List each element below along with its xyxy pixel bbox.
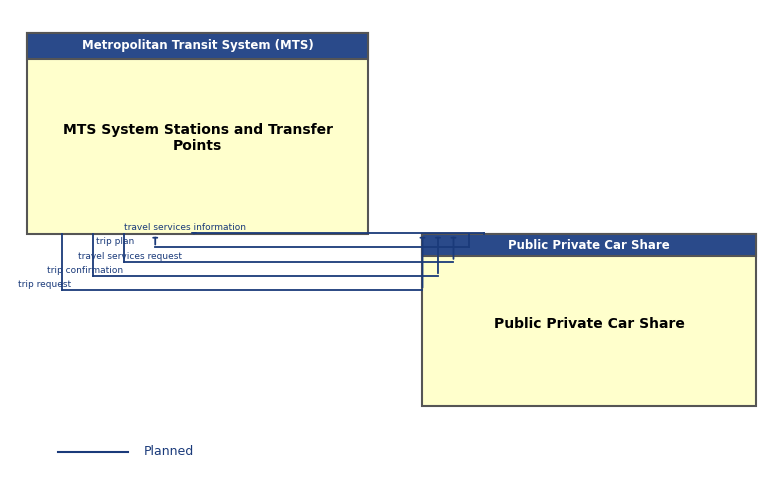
Text: MTS System Stations and Transfer
Points: MTS System Stations and Transfer Points: [63, 123, 333, 153]
Bar: [27, 33, 368, 234]
Bar: [423, 234, 756, 256]
Text: trip plan: trip plan: [96, 237, 134, 246]
Bar: [27, 33, 368, 59]
Text: Metropolitan Transit System (MTS): Metropolitan Transit System (MTS): [82, 39, 314, 53]
Bar: [423, 234, 756, 406]
Bar: [27, 33, 368, 59]
Bar: [423, 234, 756, 256]
Text: travel services request: travel services request: [78, 252, 182, 261]
Text: travel services information: travel services information: [124, 223, 246, 232]
Text: Public Private Car Share: Public Private Car Share: [493, 317, 684, 331]
Text: Planned: Planned: [143, 445, 194, 458]
Text: Public Private Car Share: Public Private Car Share: [508, 239, 670, 252]
Text: trip confirmation: trip confirmation: [47, 266, 123, 275]
Text: trip request: trip request: [18, 281, 71, 289]
